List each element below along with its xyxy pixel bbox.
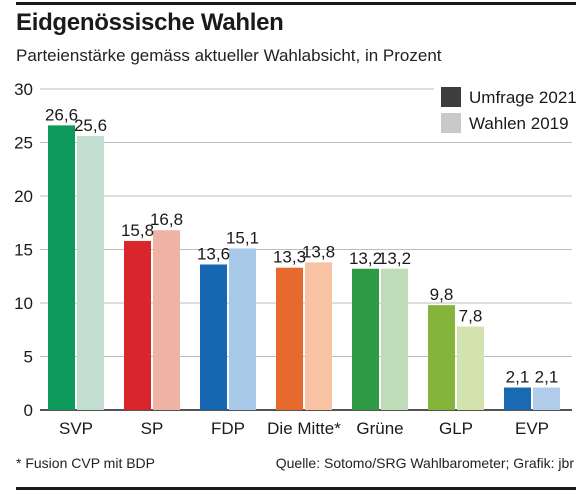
value-label-svp-umfrage-2021: 26,6 [45,105,78,124]
footnote: * Fusion CVP mit BDP [16,455,156,471]
value-label-sp-umfrage-2021: 15,8 [121,221,154,240]
value-label-evp-umfrage-2021: 2,1 [506,368,530,387]
y-tick-label: 0 [24,401,33,420]
bar-die-mitte-umfrage-2021 [276,267,303,410]
value-label-die-mitte-umfrage-2021: 13,3 [273,248,306,267]
top-rule [16,2,576,5]
bar-fdp-wahlen-2019 [229,248,256,410]
value-label-die-mitte-wahlen-2019: 13,8 [302,242,335,261]
x-tick-label-die-mitte: Die Mitte* [267,419,341,438]
value-label-sp-wahlen-2019: 16,8 [150,210,183,229]
value-label-gr-ne-wahlen-2019: 13,2 [378,249,411,268]
bar-svp-umfrage-2021 [48,125,75,410]
legend-swatch-umfrage-2021 [441,87,461,107]
bottom-rule [16,487,576,490]
legend-label-umfrage-2021: Umfrage 2021 [469,88,577,107]
bar-die-mitte-wahlen-2019 [305,262,332,410]
source-credit: Quelle: Sotomo/SRG Wahlbarometer; Grafik… [275,455,574,471]
value-labels: 26,625,6 15,816,8 13,615,1 13,313,8 13,213,2… [45,105,558,386]
x-tick-label-gr-ne: Grüne [356,419,403,438]
x-tick-label-svp: SVP [59,419,93,438]
legend-label-wahlen-2019: Wahlen 2019 [469,114,569,133]
chart-subtitle: Parteienstärke gemäss aktueller Wahlabsi… [16,46,442,65]
value-label-gr-ne-umfrage-2021: 13,2 [349,249,382,268]
x-axis: SVP SP FDP Die Mitte* Grüne GLP EVP [59,419,549,438]
bar-sp-umfrage-2021 [124,240,151,410]
value-label-evp-wahlen-2019: 2,1 [535,368,559,387]
value-label-svp-wahlen-2019: 25,6 [74,116,107,135]
bars [48,125,560,410]
y-tick-label: 20 [14,187,33,206]
value-label-glp-wahlen-2019: 7,8 [459,307,483,326]
bar-fdp-umfrage-2021 [200,264,227,410]
bar-evp-wahlen-2019 [533,387,560,410]
legend: Umfrage 2021 Wahlen 2019 [434,82,577,138]
chart-title: Eidgenössische Wahlen [16,9,284,36]
y-tick-label: 10 [14,294,33,313]
bar-gr-ne-wahlen-2019 [381,268,408,410]
y-tick-label: 30 [14,80,33,99]
y-tick-label: 15 [14,241,33,260]
value-label-fdp-umfrage-2021: 13,6 [197,244,230,263]
bar-gr-ne-umfrage-2021 [352,268,379,410]
bar-glp-wahlen-2019 [457,326,484,410]
bar-evp-umfrage-2021 [504,387,531,410]
y-tick-label: 25 [14,134,33,153]
value-label-glp-umfrage-2021: 9,8 [430,285,454,304]
y-tick-label: 5 [24,348,33,367]
x-tick-label-sp: SP [141,419,164,438]
value-label-fdp-wahlen-2019: 15,1 [226,228,259,247]
bar-sp-wahlen-2019 [153,230,180,410]
x-tick-label-fdp: FDP [211,419,245,438]
bar-svp-wahlen-2019 [77,136,104,410]
legend-swatch-wahlen-2019 [441,113,461,133]
y-axis: 0 5 10 15 20 25 30 [14,80,33,420]
x-tick-label-glp: GLP [439,419,473,438]
bar-glp-umfrage-2021 [428,305,455,410]
x-tick-label-evp: EVP [515,419,549,438]
